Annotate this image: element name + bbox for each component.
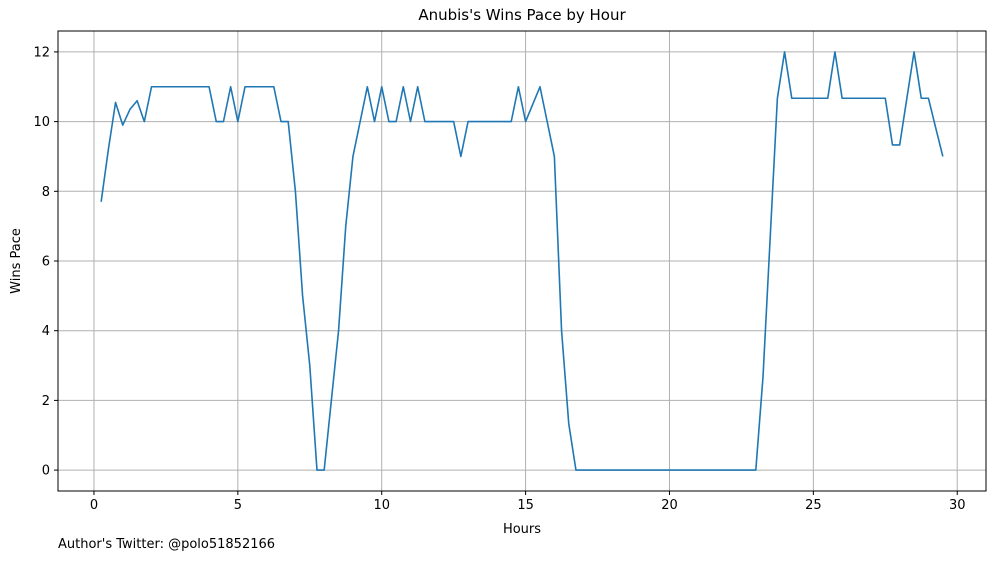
author-twitter-credit: Author's Twitter: @polo51852166 <box>58 537 276 552</box>
x-tick-label: 15 <box>517 498 534 513</box>
y-tick-label: 12 <box>33 45 50 60</box>
axis-ticks: 0 5 10 15 20 25 30 0 2 4 6 8 10 12 <box>33 45 965 513</box>
y-tick-label: 2 <box>42 394 50 409</box>
wins-pace-line <box>100 51 944 471</box>
y-tick-label: 4 <box>42 324 50 339</box>
y-tick-label: 8 <box>42 185 50 200</box>
x-tick-label: 0 <box>90 498 98 513</box>
y-tick-label: 6 <box>42 255 50 270</box>
x-tick-label: 5 <box>234 498 242 513</box>
x-tick-label: 20 <box>661 498 678 513</box>
y-tick-label: 0 <box>42 464 50 479</box>
x-axis-label: Hours <box>503 522 541 537</box>
grid <box>58 31 986 491</box>
x-tick-label: 25 <box>805 498 822 513</box>
x-tick-label: 10 <box>373 498 390 513</box>
y-axis-label: Wins Pace <box>9 228 24 294</box>
y-tick-label: 10 <box>33 115 50 130</box>
chart-title: Anubis's Wins Pace by Hour <box>418 6 626 24</box>
x-tick-label: 30 <box>949 498 966 513</box>
